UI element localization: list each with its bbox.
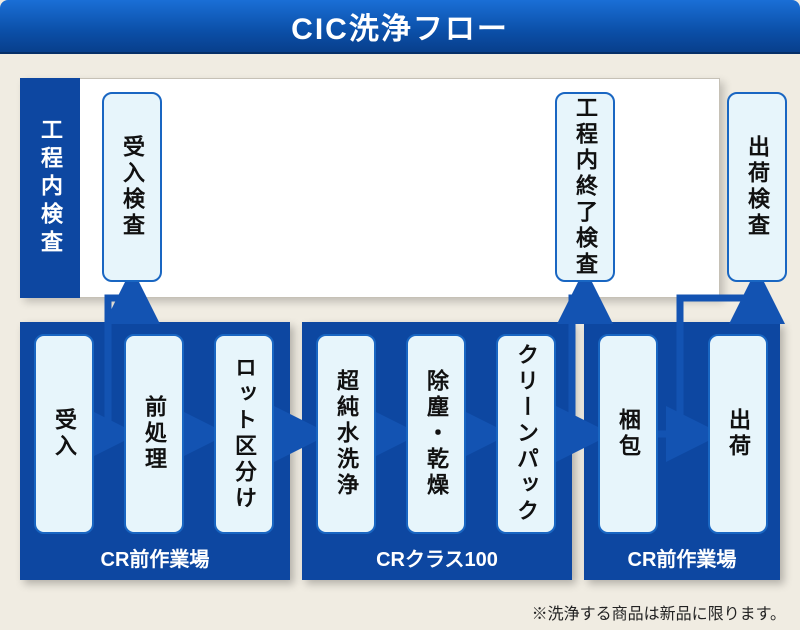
insp-receiving: 受入検査 — [102, 92, 162, 282]
p-ship: 出荷 — [708, 334, 768, 534]
inspection-side-label-text: 工程内検査 — [34, 118, 66, 258]
p-lot: ロット区分け — [214, 334, 274, 534]
p-pretreat: 前処理 — [124, 334, 184, 534]
inspection-side-label: 工程内検査 — [20, 78, 80, 298]
title-text: CIC洗浄フロー — [291, 4, 509, 48]
footnote-text: ※洗浄する商品は新品に限ります。 — [532, 606, 786, 623]
insp-final: 工程内終了検査 — [555, 92, 615, 282]
footnote: ※洗浄する商品は新品に限ります。 — [532, 600, 786, 624]
flowchart-canvas: CIC洗浄フロー 工程内検査 ※洗浄する商品は新品に限ります。 CR前作業場 CR… — [0, 0, 800, 630]
p-dry: 除塵・乾燥 — [406, 334, 466, 534]
title-bar: CIC洗浄フロー — [0, 0, 800, 54]
p-receive: 受入 — [34, 334, 94, 534]
insp-shipping: 出荷検査 — [727, 92, 787, 282]
p-pack: 梱包 — [598, 334, 658, 534]
grp-pre-1-label: CR前作業場 — [20, 537, 290, 580]
grp-pre-2-label: CR前作業場 — [584, 537, 780, 580]
p-uwash: 超純水洗浄 — [316, 334, 376, 534]
p-cleanpk: クリーンパック — [496, 334, 556, 534]
grp-cr100-label: CRクラス100 — [302, 537, 572, 580]
